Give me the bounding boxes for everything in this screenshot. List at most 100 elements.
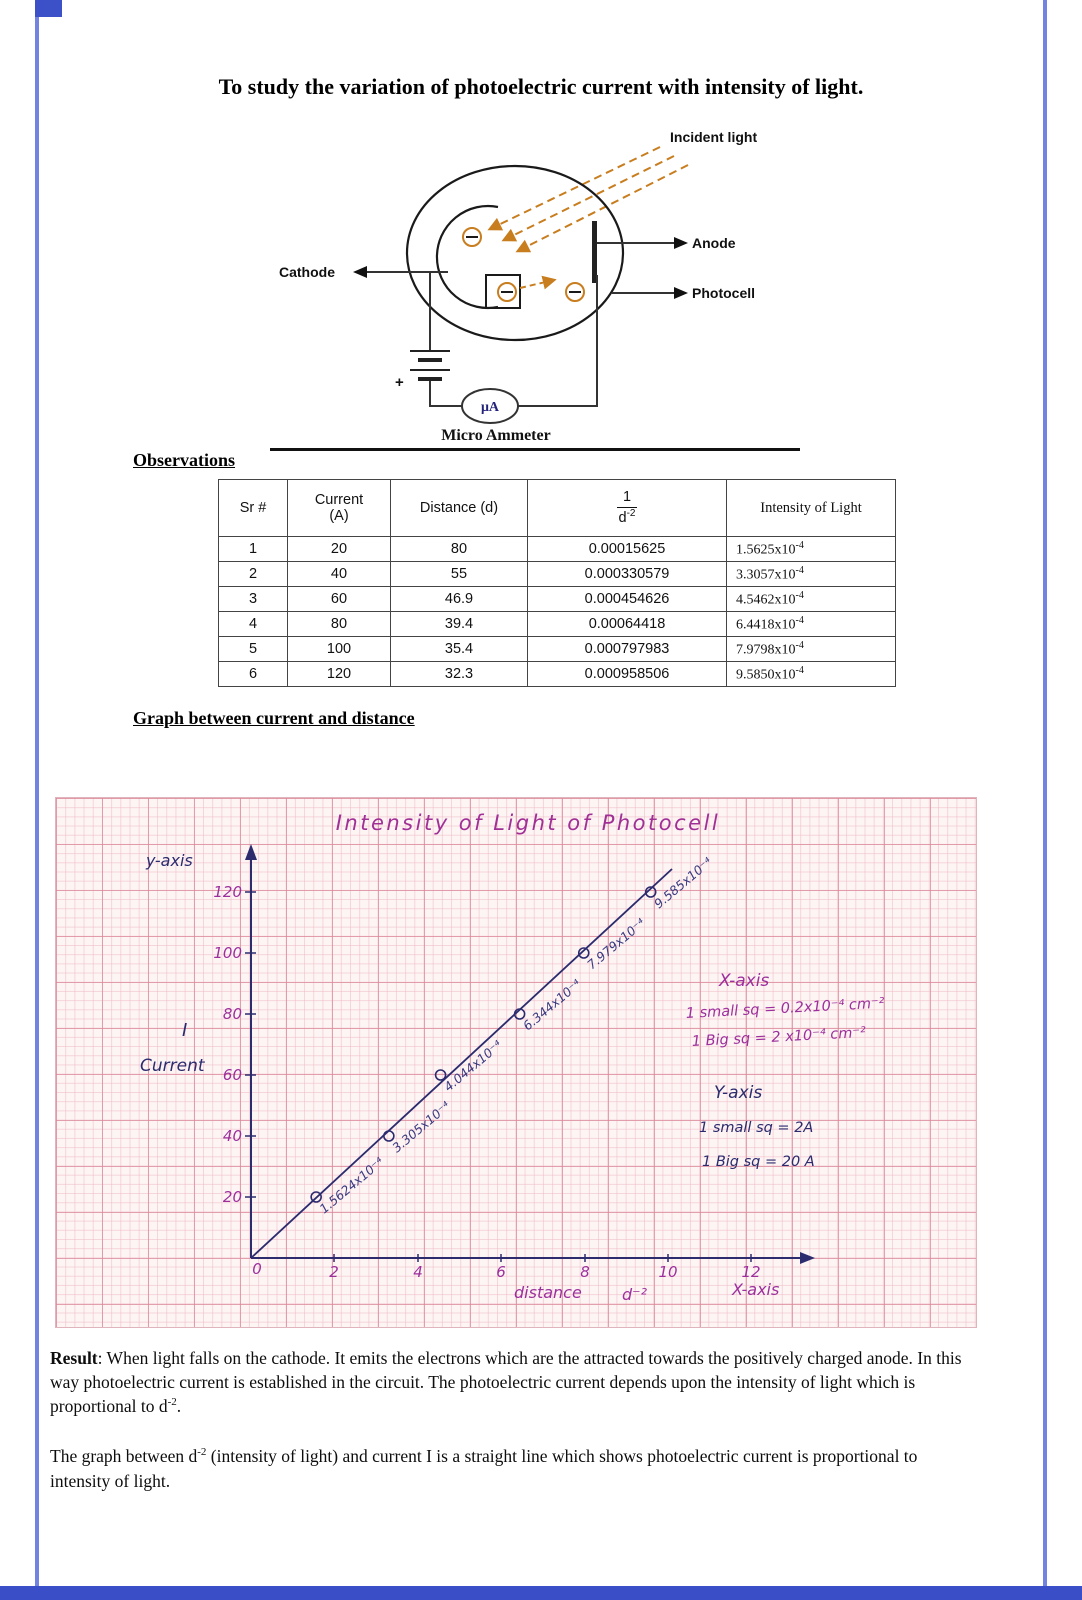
photocell-envelope <box>405 164 625 342</box>
result-section: Result: When light falls on the cathode.… <box>50 1346 964 1519</box>
cell-distance: 80 <box>390 536 528 562</box>
cell-intensity: 1.5625x10-4 <box>726 536 896 562</box>
cell-sr: 6 <box>218 661 288 687</box>
circuit-wires <box>367 242 674 407</box>
cell-current: 40 <box>287 561 391 587</box>
microammeter-label: μA <box>481 400 500 415</box>
column-header-inv-d2: 1 d-2 <box>527 479 727 537</box>
page-title: To study the variation of photoelectric … <box>218 74 864 99</box>
cell-distance: 55 <box>390 561 528 587</box>
cell-inv-d2: 0.000797983 <box>527 636 727 662</box>
cell-distance: 39.4 <box>390 611 528 637</box>
cell-sr: 4 <box>218 611 288 637</box>
cell-inv-d2: 0.00064418 <box>527 611 727 637</box>
photocell-diagram: Incident light <box>270 125 800 455</box>
x-scale-small-sq: 1 small sq = 0.2x10⁻⁴ cm⁻² <box>685 996 885 1022</box>
incident-light-label: Incident light <box>670 129 757 145</box>
x-tick-label: 4 <box>413 1263 423 1281</box>
anode-electrode <box>592 221 597 283</box>
electron-motion-arrow <box>519 275 557 290</box>
data-point <box>383 1130 395 1142</box>
d-squared-label: d⁻² <box>622 1285 648 1304</box>
cell-sr: 3 <box>218 586 288 612</box>
y-tick-label: 40 <box>223 1127 242 1145</box>
observations-heading: Observations <box>133 450 236 470</box>
anode-arrow-icon <box>674 237 688 249</box>
x-tick-label: 8 <box>580 1263 590 1281</box>
page-edge-top-left <box>35 0 62 17</box>
distance-label: distance <box>514 1283 582 1302</box>
result-label: Result <box>50 1348 98 1368</box>
data-point <box>644 886 657 898</box>
data-point-label: 7.979x10⁻⁴ <box>584 915 648 972</box>
y-tick-label: 20 <box>223 1188 242 1206</box>
cell-inv-d2: 0.000330579 <box>527 561 727 587</box>
x-tick-label: 12 <box>741 1263 760 1281</box>
photocell-arrow-icon <box>674 287 688 299</box>
x-scale-big-sq: 1 Big sq = 2 x10⁻⁴ cm⁻² <box>691 1025 866 1050</box>
graph-section-heading: Graph between current and distance <box>133 708 415 728</box>
y-axis-arrow-icon <box>245 844 257 860</box>
table-header-row: Sr # Current (A) Distance (d) 1 d-2 Inte… <box>218 479 896 537</box>
cell-sr: 2 <box>218 561 288 587</box>
x-tick-label: 6 <box>496 1263 506 1281</box>
column-header-sr: Sr # <box>218 479 288 537</box>
y-scale-big-sq: 1 Big sq = 20 A <box>702 1154 815 1170</box>
column-header-current: Current (A) <box>287 479 391 537</box>
observation-row: 6 120 32.3 0.000958506 9.5850x10-4 <box>218 661 896 687</box>
cell-intensity: 9.5850x10-4 <box>726 661 896 687</box>
data-point-label: 4.044x10⁻⁴ <box>441 1037 505 1094</box>
cell-current: 80 <box>287 611 391 637</box>
graph-title: Intensity of Light of Photocell <box>336 811 721 835</box>
diagram-underline <box>270 448 800 451</box>
cell-intensity: 3.3057x10-4 <box>726 561 896 587</box>
battery-plus-label: + <box>395 374 404 391</box>
graph-canvas: Intensity of Light of Photocell y-axis 1… <box>140 811 885 1304</box>
cell-current: 20 <box>287 536 391 562</box>
cell-intensity: 4.5462x10-4 <box>726 586 896 612</box>
data-point <box>513 1008 526 1020</box>
cell-current: 100 <box>287 636 391 662</box>
cell-sr: 1 <box>218 536 288 562</box>
data-points: 1.5624x10⁻⁴3.305x10⁻⁴4.044x10⁻⁴ 6.344x10⁻… <box>310 854 715 1216</box>
cell-current: 120 <box>287 661 391 687</box>
y-tick-label: 100 <box>213 944 242 962</box>
origin-label: 0 <box>252 1260 262 1278</box>
microammeter <box>461 388 519 424</box>
page-edge-left <box>35 0 39 1600</box>
cell-current: 60 <box>287 586 391 612</box>
current-label: Current <box>140 1056 206 1076</box>
x-axis-arrow-icon <box>800 1252 815 1264</box>
cathode-electrode <box>435 204 499 310</box>
page-edge-bottom <box>0 1586 1082 1600</box>
cell-inv-d2: 0.000454626 <box>527 586 727 612</box>
observation-row: 1 20 80 0.00015625 1.5625x10-4 <box>218 536 896 562</box>
current-symbol: I <box>182 1020 187 1041</box>
photocell-label: Photocell <box>692 285 755 301</box>
cathode-label: Cathode <box>279 264 335 280</box>
photocell-diagram-canvas: Incident light <box>270 129 800 451</box>
cell-distance: 35.4 <box>390 636 528 662</box>
cell-distance: 46.9 <box>390 586 528 612</box>
y-tick-label: 80 <box>223 1005 242 1023</box>
battery-symbol <box>410 350 450 381</box>
electron-symbols <box>462 227 585 302</box>
result-paragraph-1: Result: When light falls on the cathode.… <box>50 1348 962 1417</box>
data-point <box>310 1191 322 1203</box>
y-scale-small-sq: 1 small sq = 2A <box>699 1120 813 1136</box>
y-axis-label: y-axis <box>145 851 193 870</box>
cell-intensity: 7.9798x10-4 <box>726 636 896 662</box>
page-edge-right <box>1043 0 1047 1590</box>
x-tick-label: 2 <box>329 1263 339 1281</box>
cathode-arrow-icon <box>353 266 367 278</box>
cell-distance: 32.3 <box>390 661 528 687</box>
data-point-label: 3.305x10⁻⁴ <box>389 1098 453 1155</box>
observation-row: 4 80 39.4 0.00064418 6.4418x10-4 <box>218 611 896 637</box>
cell-inv-d2: 0.00015625 <box>527 536 727 562</box>
column-header-distance: Distance (d) <box>390 479 528 537</box>
y-tick-label: 120 <box>213 883 242 901</box>
micro-ammeter-caption: Micro Ammeter <box>441 427 550 444</box>
data-point <box>577 947 590 959</box>
y-tick-label: 60 <box>223 1066 242 1084</box>
